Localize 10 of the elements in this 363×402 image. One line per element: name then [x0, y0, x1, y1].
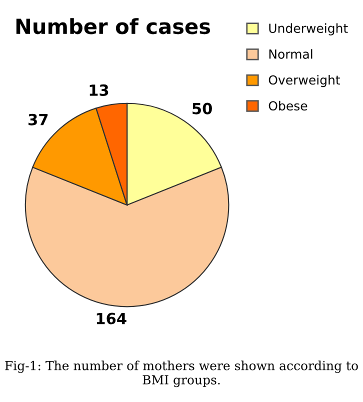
legend-label: Obese — [268, 100, 308, 111]
data-label: 50 — [192, 102, 212, 114]
legend-label: Underweight — [269, 23, 348, 36]
data-label: 37 — [28, 114, 48, 126]
chart-title: Number of cases — [16, 18, 210, 34]
data-label: 13 — [90, 84, 108, 96]
data-label: 164 — [96, 312, 126, 324]
legend-label: Normal — [269, 49, 312, 59]
text: Fig-1: The number of mothers were shown according to BMI groups. — [5, 360, 358, 388]
legend-label: Overweight — [268, 75, 340, 88]
